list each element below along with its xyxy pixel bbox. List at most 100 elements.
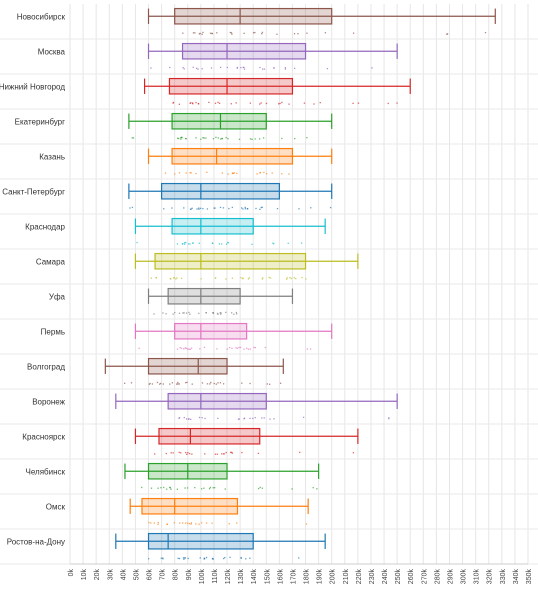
strip-point [293, 277, 295, 279]
strip-point [185, 138, 187, 140]
y-category-label: Казань [39, 152, 65, 161]
strip-point [281, 137, 283, 140]
x-tick-label: 160k [277, 569, 284, 585]
strip-point [190, 102, 192, 104]
strip-point [235, 347, 237, 349]
strip-point [223, 453, 225, 455]
strip-point [178, 451, 180, 454]
strip-point [206, 383, 209, 385]
strip-point [249, 417, 251, 420]
strip-point [214, 207, 216, 209]
strip-point [179, 346, 181, 349]
strip-point [352, 32, 355, 34]
strip-point [220, 312, 222, 314]
strip-point [185, 451, 187, 454]
x-tick-label: 50k [133, 569, 140, 581]
strip-point [157, 521, 159, 524]
x-tick-label: 40k [120, 569, 127, 581]
strip-point [217, 313, 219, 315]
strip-point [242, 277, 244, 279]
strip-point [198, 208, 200, 210]
x-tick-label: 70k [160, 569, 167, 581]
x-tick-label: 20k [94, 569, 101, 581]
strip-point [217, 417, 219, 420]
strip-point [295, 277, 297, 280]
y-category-label: Воронеж [32, 397, 65, 406]
strip-point [199, 348, 201, 350]
strip-point [271, 172, 273, 174]
strip-point [238, 418, 240, 420]
strip-point [190, 522, 193, 524]
strip-point [229, 451, 232, 454]
strip-point [273, 67, 275, 69]
strip-point [231, 33, 233, 35]
strip-point [183, 312, 185, 314]
strip-point [165, 313, 167, 315]
strip-point [319, 102, 321, 104]
strip-point [263, 417, 265, 419]
strip-point [262, 277, 264, 279]
strip-point [237, 418, 240, 420]
strip-point [180, 452, 182, 454]
strip-point [251, 138, 253, 140]
strip-point [227, 138, 229, 140]
x-tick-label: 90k [186, 569, 193, 581]
strip-point [191, 207, 193, 209]
strip-point [206, 171, 208, 174]
strip-point [299, 451, 301, 454]
strip-point [163, 208, 165, 210]
x-tick-label: 150k [264, 569, 271, 585]
strip-point [216, 348, 218, 350]
box-iqr [168, 77, 294, 95]
strip-point [225, 311, 227, 314]
strip-point [178, 417, 180, 419]
strip-point [194, 32, 196, 34]
strip-point [183, 348, 185, 350]
strip-point [212, 557, 214, 560]
strip-point [249, 382, 251, 385]
strip-point [195, 101, 197, 104]
strip-point [195, 137, 197, 139]
strip-point [203, 137, 205, 139]
strip-point [260, 206, 262, 209]
strip-point [288, 173, 290, 175]
strip-point [183, 558, 185, 560]
strip-point [259, 66, 261, 69]
strip-point [177, 137, 179, 139]
strip-point [222, 383, 225, 385]
strip-point [225, 243, 228, 245]
strip-point [200, 522, 203, 524]
strip-point [252, 32, 255, 34]
strip-point [231, 312, 233, 314]
strip-point [188, 348, 190, 350]
strip-point [210, 381, 212, 384]
strip-point [251, 243, 253, 245]
strip-point [446, 33, 448, 35]
strip-point [261, 68, 264, 70]
strip-point [153, 313, 155, 315]
strip-point [173, 522, 175, 524]
strip-point [281, 101, 283, 104]
strip-point [189, 243, 191, 245]
strip-point [178, 312, 181, 314]
strip-point [298, 208, 300, 210]
strip-point [211, 32, 214, 35]
x-tick-label: 130k [238, 569, 245, 585]
strip-point [254, 416, 256, 419]
strip-point [148, 521, 150, 524]
y-category-label: Омск [46, 502, 66, 511]
strip-point [252, 417, 254, 420]
strip-point [190, 418, 192, 420]
strip-point [160, 487, 162, 489]
strip-point [236, 172, 238, 175]
strip-point [243, 417, 246, 419]
strip-point [316, 488, 318, 490]
strip-point [147, 558, 150, 560]
strip-point [293, 33, 296, 35]
strip-point [184, 557, 186, 559]
strip-point [220, 138, 222, 140]
strip-point [190, 347, 193, 349]
x-tick-label: 10k [81, 569, 88, 581]
strip-point [371, 67, 373, 69]
strip-point [235, 311, 238, 314]
